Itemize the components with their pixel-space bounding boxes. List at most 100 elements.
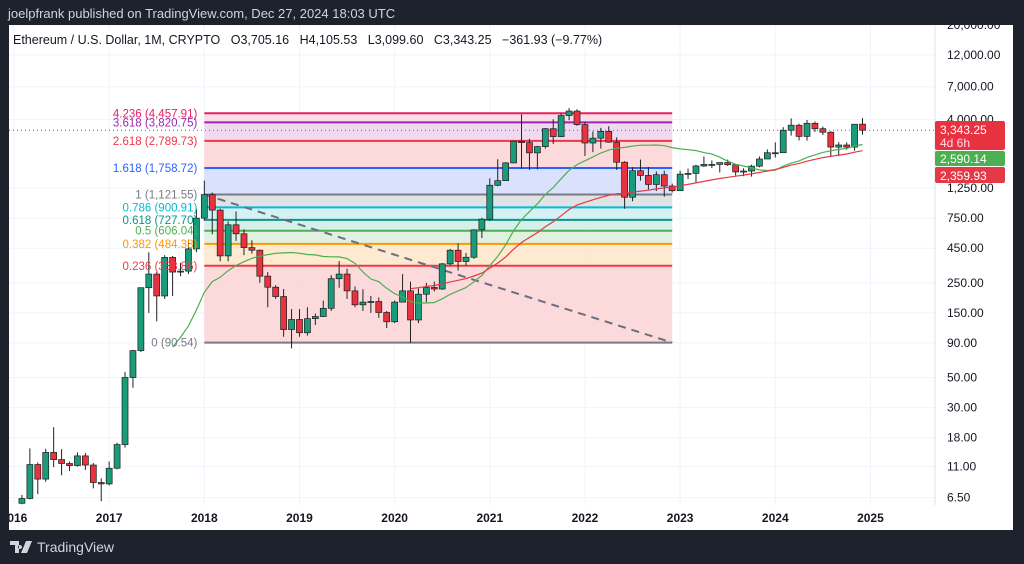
price-axis-label: 450.00 bbox=[947, 241, 984, 255]
candle-up bbox=[446, 249, 454, 265]
candle-down bbox=[208, 194, 216, 211]
time-axis-label: 2021 bbox=[476, 511, 503, 525]
candle-down bbox=[58, 459, 65, 464]
candle-down bbox=[232, 224, 240, 235]
price-axis-label: 150.00 bbox=[947, 306, 984, 320]
candle-down bbox=[351, 290, 359, 306]
fib-zone bbox=[204, 168, 673, 195]
candle-down bbox=[169, 257, 176, 273]
candle-up bbox=[771, 152, 779, 155]
candle-down bbox=[97, 482, 105, 485]
candle-up bbox=[105, 467, 113, 485]
candle-down bbox=[637, 170, 644, 176]
candle-up bbox=[415, 293, 422, 321]
candle-up bbox=[534, 146, 541, 154]
candle-down bbox=[811, 122, 819, 130]
ma-fast-badge bbox=[935, 151, 1005, 166]
candle-up bbox=[676, 173, 684, 192]
publish-info: joelpfrank published on TradingView.com,… bbox=[8, 6, 396, 21]
tradingview-logo[interactable]: TradingView bbox=[10, 539, 114, 555]
candle-down bbox=[375, 301, 383, 313]
candle-up bbox=[787, 124, 795, 131]
last-price-value: 3,343.25 bbox=[940, 123, 987, 137]
fib-level-label: 0.618 (727.70) bbox=[123, 215, 198, 227]
price-axis-label: 90.00 bbox=[947, 336, 977, 350]
candle-down bbox=[248, 247, 256, 251]
candle-up bbox=[161, 257, 169, 297]
candle-up bbox=[391, 301, 398, 323]
candle-up bbox=[851, 123, 858, 148]
fib-level-label: 1.618 (1,758.72) bbox=[113, 163, 198, 175]
candle-up bbox=[185, 248, 192, 272]
time-axis-label: 2017 bbox=[96, 511, 123, 525]
candle-down bbox=[240, 233, 248, 248]
candle-up bbox=[684, 173, 692, 175]
candle-up bbox=[177, 270, 184, 273]
candle-down bbox=[660, 174, 668, 187]
candle-down bbox=[549, 128, 557, 137]
high-value: H4,105.53 bbox=[299, 33, 358, 47]
candle-down bbox=[827, 131, 835, 148]
time-axis-label: 2024 bbox=[762, 511, 789, 525]
candle-down bbox=[526, 142, 533, 154]
candle-up bbox=[652, 174, 660, 185]
candle-up bbox=[304, 318, 311, 334]
fib-level-label: 0.786 (900.91) bbox=[123, 202, 198, 214]
candle-up bbox=[288, 319, 295, 330]
candle-up bbox=[803, 122, 811, 137]
candle-down bbox=[280, 296, 287, 330]
change-value: −361.93 (−9.77%) bbox=[502, 33, 603, 47]
brand-name: TradingView bbox=[37, 539, 115, 555]
fib-level-label: 0.382 (484.38) bbox=[123, 239, 198, 251]
candle-up bbox=[462, 256, 470, 262]
fib-level-label: 4.236 (4,457.91) bbox=[113, 108, 198, 120]
fib-level-label: 1 (1,121.55) bbox=[135, 189, 197, 201]
candle-up bbox=[145, 273, 153, 289]
candle-down bbox=[50, 452, 58, 460]
symbol-legend: Ethereum / U.S. Dollar, 1M, CRYPTO O3,70… bbox=[9, 32, 614, 48]
candle-up bbox=[700, 164, 708, 167]
candle-down bbox=[859, 123, 866, 131]
price-axis-label: 7,000.00 bbox=[947, 80, 994, 94]
price-axis-label: 30.00 bbox=[947, 401, 977, 415]
price-axis-label: 750.00 bbox=[947, 211, 984, 225]
close-value: C3,343.25 bbox=[433, 33, 492, 47]
candle-up bbox=[502, 162, 510, 182]
candle-up bbox=[311, 316, 319, 319]
candle-down bbox=[264, 275, 272, 288]
fib-zone bbox=[204, 243, 673, 266]
time-axis-label: 2020 bbox=[381, 511, 408, 525]
ma-slow-value: 2,359.93 bbox=[940, 169, 987, 183]
time-axis-label: 2016 bbox=[9, 511, 28, 525]
candle-up bbox=[541, 128, 549, 147]
symbol-title[interactable]: Ethereum / U.S. Dollar, 1M, CRYPTO bbox=[13, 33, 221, 47]
fib-level-label: 2.618 (2,789.73) bbox=[113, 136, 198, 148]
price-axis-label: 250.00 bbox=[947, 276, 984, 290]
ma-slow-badge bbox=[935, 167, 1005, 183]
candle-down bbox=[613, 141, 621, 163]
candle-down bbox=[581, 124, 589, 144]
candle-up bbox=[137, 287, 145, 351]
candle-up bbox=[557, 115, 565, 137]
candle-up bbox=[486, 184, 494, 220]
chart-panel[interactable]: 4.236 (4,457.91) 3.618 (3,820.75) 2.618 (2… bbox=[9, 25, 1013, 530]
candle-up bbox=[423, 287, 430, 295]
ma-fast-value: 2,590.14 bbox=[940, 152, 987, 166]
price-axis-label: 1,250.00 bbox=[947, 181, 994, 195]
candle-up bbox=[319, 307, 327, 317]
candle-up bbox=[113, 444, 121, 469]
candle-up bbox=[589, 137, 597, 144]
candle-down bbox=[645, 175, 652, 185]
candle-up bbox=[121, 377, 129, 445]
last-price-badge bbox=[935, 121, 1005, 150]
fib-zone bbox=[204, 219, 673, 231]
price-axis-label: 12,000.00 bbox=[947, 48, 1001, 62]
candle-down bbox=[153, 273, 161, 297]
candle-up bbox=[18, 498, 26, 504]
price-chart[interactable]: 4.236 (4,457.91)3.618 (3,820.75) 2.618 (2… bbox=[9, 25, 1013, 530]
time-axis-label: 2022 bbox=[572, 511, 599, 525]
candle-up bbox=[510, 140, 517, 164]
candle-down bbox=[843, 144, 851, 148]
price-axis-label: 20,000.00 bbox=[947, 25, 1001, 32]
open-value: O3,705.16 bbox=[230, 33, 290, 47]
